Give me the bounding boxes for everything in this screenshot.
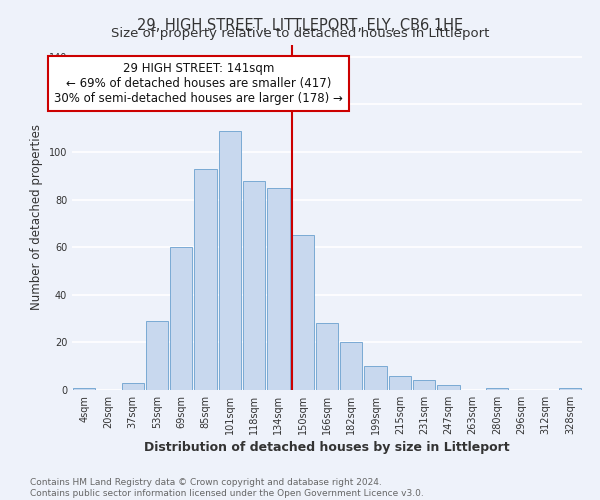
Text: Contains HM Land Registry data © Crown copyright and database right 2024.
Contai: Contains HM Land Registry data © Crown c… — [30, 478, 424, 498]
Bar — [146, 321, 168, 390]
Text: 29 HIGH STREET: 141sqm
← 69% of detached houses are smaller (417)
30% of semi-de: 29 HIGH STREET: 141sqm ← 69% of detached… — [54, 62, 343, 104]
Bar — [413, 380, 436, 390]
Bar — [267, 188, 290, 390]
Text: 29, HIGH STREET, LITTLEPORT, ELY, CB6 1HE: 29, HIGH STREET, LITTLEPORT, ELY, CB6 1H… — [137, 18, 463, 32]
Bar — [122, 383, 144, 390]
Text: Size of property relative to detached houses in Littleport: Size of property relative to detached ho… — [111, 28, 489, 40]
Bar — [170, 247, 193, 390]
Bar — [340, 342, 362, 390]
Bar — [218, 130, 241, 390]
Bar — [316, 324, 338, 390]
X-axis label: Distribution of detached houses by size in Littleport: Distribution of detached houses by size … — [144, 441, 510, 454]
Bar — [243, 180, 265, 390]
Bar — [437, 385, 460, 390]
Y-axis label: Number of detached properties: Number of detached properties — [30, 124, 43, 310]
Bar — [486, 388, 508, 390]
Bar — [559, 388, 581, 390]
Bar — [73, 388, 95, 390]
Bar — [364, 366, 387, 390]
Bar — [194, 168, 217, 390]
Bar — [389, 376, 411, 390]
Bar — [292, 236, 314, 390]
